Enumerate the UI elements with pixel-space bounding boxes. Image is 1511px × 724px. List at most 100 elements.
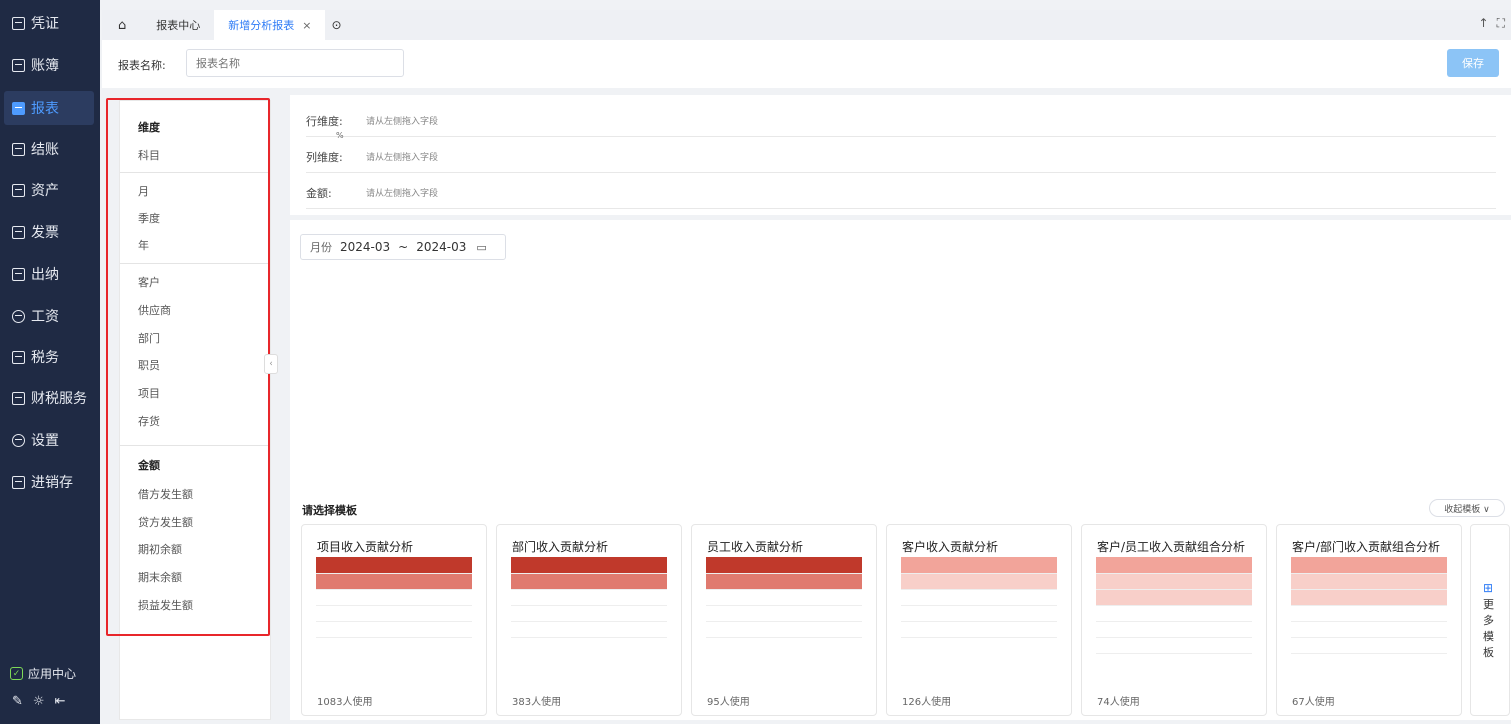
amount-label: 金额:: [306, 187, 332, 200]
divider: [120, 445, 270, 446]
field-debit[interactable]: 借方发生额: [138, 488, 193, 501]
template-title: 员工收入贡献分析: [707, 540, 804, 554]
amount-hint: 请从左侧拖入字段: [366, 189, 439, 199]
collapse-panel-button[interactable]: ‹: [264, 354, 278, 374]
more-templates-label: 更多模板: [1483, 598, 1494, 659]
template-usage: 67人使用: [1292, 697, 1335, 708]
nav-item-tax[interactable]: 税务: [4, 340, 94, 374]
nav-label: 进销存: [31, 475, 73, 491]
app-center-label: 应用中心: [28, 667, 77, 681]
field-panel: 维度 科目 月 季度 年 客户 供应商 部门 职员 项目 存货 金额 借方发生额…: [119, 100, 271, 720]
app-center-link[interactable]: ✓ 应用中心: [10, 665, 76, 682]
template-card[interactable]: 项目收入贡献分析 1083人使用: [301, 524, 487, 716]
asset-icon: [12, 183, 25, 197]
date-range-picker[interactable]: 月份 2024-03 ~ 2024-03 ▭: [300, 234, 506, 260]
field-credit[interactable]: 贷方发生额: [138, 516, 193, 529]
grid-icon: ⊞: [1483, 581, 1494, 595]
settings-icon: [12, 433, 25, 447]
nav-item-settings[interactable]: 设置: [4, 423, 94, 457]
finance-service-icon: [12, 391, 25, 405]
amount-drop[interactable]: 金额: 请从左侧拖入字段: [306, 173, 1496, 209]
row-dimension-drop[interactable]: 行维度: 请从左侧拖入字段 %: [306, 101, 1496, 140]
home-tab[interactable]: ⌂: [102, 10, 142, 40]
nav-item-inventory[interactable]: 进销存: [4, 465, 94, 499]
field-quarter[interactable]: 季度: [138, 212, 160, 225]
field-project[interactable]: 项目: [138, 387, 160, 400]
nav-item-asset[interactable]: 资产: [4, 173, 94, 207]
tax-icon: [12, 350, 25, 364]
tab-bar: ⌂ 报表中心 新增分析报表 × ⊙ ↑ ⛶: [102, 10, 1511, 40]
field-month[interactable]: 月: [138, 185, 149, 198]
save-button[interactable]: 保存: [1447, 49, 1499, 77]
collapse-nav-icon[interactable]: ⇤: [54, 694, 66, 709]
field-year[interactable]: 年: [138, 239, 149, 252]
field-subject[interactable]: 科目: [138, 149, 160, 162]
tab-label: 新增分析报表: [228, 19, 295, 32]
nav-label: 工资: [31, 309, 59, 325]
template-title: 项目收入贡献分析: [317, 540, 414, 554]
field-closing-balance[interactable]: 期末余额: [138, 571, 182, 584]
date-label: 月份: [310, 241, 332, 254]
template-card[interactable]: 客户收入贡献分析 126人使用: [886, 524, 1072, 716]
nav-item-report[interactable]: 报表: [4, 91, 94, 125]
report-name-input[interactable]: [186, 49, 404, 77]
report-icon: [12, 101, 25, 115]
app-center-icon: ✓: [10, 667, 23, 680]
nav-item-ledger[interactable]: 账簿: [4, 48, 94, 82]
template-preview-table: [511, 557, 667, 638]
template-title: 部门收入贡献分析: [512, 540, 609, 554]
ledger-icon: [12, 58, 25, 72]
arrow-up-icon[interactable]: ↑: [1478, 16, 1489, 30]
template-title: 客户/部门收入贡献组合分析: [1292, 540, 1441, 554]
nav-item-salary[interactable]: 工资: [4, 299, 94, 333]
nav-item-invoice[interactable]: 发票: [4, 215, 94, 249]
nav-item-finance-service[interactable]: 财税服务: [4, 381, 94, 415]
tab-report-center[interactable]: 报表中心: [142, 10, 214, 40]
template-title: 客户收入贡献分析: [902, 540, 999, 554]
column-dimension-drop[interactable]: 列维度: 请从左侧拖入字段: [306, 137, 1496, 173]
template-usage: 95人使用: [707, 697, 750, 708]
column-dimension-hint: 请从左侧拖入字段: [366, 153, 439, 163]
template-usage: 126人使用: [902, 697, 952, 708]
close-tab-icon[interactable]: ×: [302, 18, 312, 32]
report-header: 报表名称: 保存: [102, 40, 1511, 88]
cashier-icon: [12, 267, 25, 281]
nav-label: 财税服务: [31, 391, 87, 407]
nav-item-close-account[interactable]: 结账: [4, 132, 94, 166]
nav-label: 账簿: [31, 58, 59, 74]
edit-icon[interactable]: ✎: [12, 694, 23, 709]
nav-tools: ✎ ☼ ⇤: [12, 694, 65, 709]
home-icon: ⌂: [118, 17, 127, 33]
tab-new-report[interactable]: 新增分析报表 ×: [214, 10, 326, 40]
nav-label: 凭证: [31, 16, 59, 32]
template-card[interactable]: 部门收入贡献分析 383人使用: [496, 524, 682, 716]
field-pnl[interactable]: 损益发生额: [138, 599, 193, 612]
collapse-templates-button[interactable]: 收起模板 ∨: [1429, 499, 1505, 517]
brightness-icon[interactable]: ☼: [32, 694, 45, 709]
fullscreen-icon[interactable]: ⛶: [1496, 16, 1505, 30]
tab-label: 报表中心: [156, 19, 201, 32]
template-card[interactable]: 员工收入贡献分析 95人使用: [691, 524, 877, 716]
template-preview-table: [1291, 557, 1447, 654]
field-department[interactable]: 部门: [138, 332, 160, 345]
close-account-icon: [12, 142, 25, 156]
salary-icon: [12, 309, 25, 323]
more-templates-card[interactable]: ⊞ 更多模板: [1470, 524, 1510, 716]
field-supplier[interactable]: 供应商: [138, 304, 171, 317]
template-title: 客户/员工收入贡献组合分析: [1097, 540, 1246, 554]
template-card[interactable]: 客户/部门收入贡献组合分析 67人使用: [1276, 524, 1462, 716]
field-employee[interactable]: 职员: [138, 359, 160, 372]
nav-item-voucher[interactable]: 凭证: [4, 6, 94, 40]
template-card[interactable]: 客户/员工收入贡献组合分析 74人使用: [1081, 524, 1267, 716]
nav-item-cashier[interactable]: 出纳: [4, 257, 94, 291]
amount-heading: 金额: [138, 459, 160, 472]
field-customer[interactable]: 客户: [138, 276, 160, 289]
field-stock[interactable]: 存货: [138, 415, 160, 428]
template-preview-table: [901, 557, 1057, 638]
divider: [120, 263, 270, 264]
field-opening-balance[interactable]: 期初余额: [138, 543, 182, 556]
tab-more-button[interactable]: ⊙: [325, 10, 347, 40]
dimension-heading: 维度: [138, 121, 160, 134]
nav-label: 出纳: [31, 267, 59, 283]
row-dimension-mark: %: [336, 131, 344, 140]
